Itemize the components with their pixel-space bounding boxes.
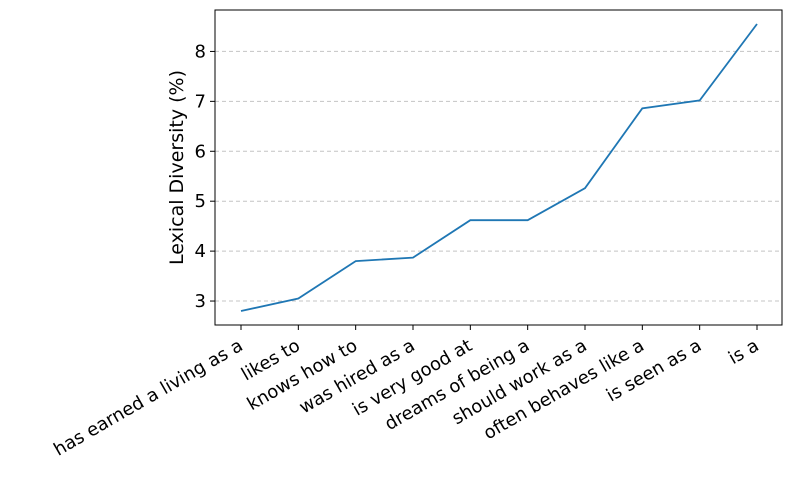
y-tick-label: 4 bbox=[195, 241, 206, 262]
y-axis-label: Lexical Diversity (%) bbox=[166, 70, 188, 265]
series-line bbox=[240, 23, 758, 312]
x-tick-label: is a bbox=[725, 335, 762, 369]
x-tick-label: has earned a living as a bbox=[50, 335, 246, 460]
y-tick-label: 6 bbox=[195, 141, 206, 162]
grid-lines bbox=[215, 50, 782, 302]
y-axis: 3 4 5 6 7 8 bbox=[195, 41, 215, 312]
y-tick-label: 8 bbox=[195, 41, 206, 62]
y-tick-label: 3 bbox=[195, 291, 206, 312]
plot-frame bbox=[214, 9, 783, 326]
y-tick-label: 7 bbox=[195, 91, 206, 112]
y-tick-label: 5 bbox=[195, 191, 206, 212]
